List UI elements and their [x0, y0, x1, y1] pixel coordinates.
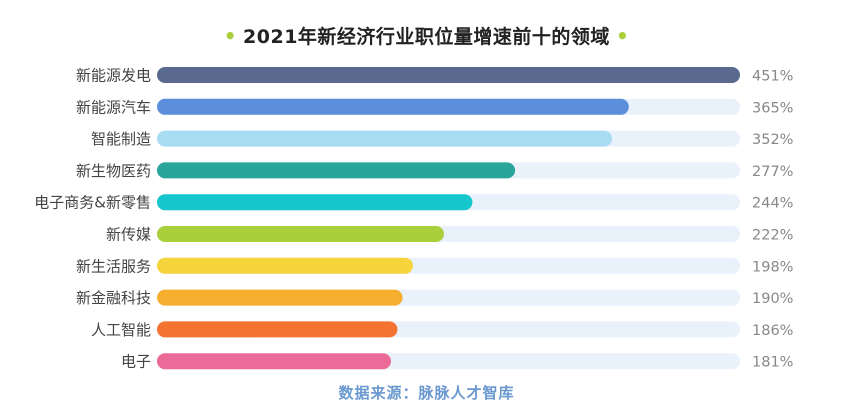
value-label: 352% [752, 132, 793, 148]
bar [157, 226, 444, 242]
bar [157, 257, 413, 274]
data-source: 数据来源：脉脉人才智库 [338, 384, 515, 402]
bar [157, 289, 403, 306]
title-dot-right: • [615, 24, 630, 48]
value-label: 181% [752, 355, 793, 371]
value-label: 277% [752, 164, 793, 180]
category-label: 电子 [121, 353, 151, 371]
category-label: 新能源发电 [76, 67, 151, 85]
bar [157, 353, 391, 370]
value-label: 198% [752, 259, 793, 275]
value-label: 451% [752, 69, 793, 85]
value-label: 244% [752, 196, 793, 212]
chart-title-wrap: • 2021年新经济行业职位量增速前十的领域 • [0, 22, 853, 49]
value-label: 365% [752, 100, 793, 116]
category-label: 新能源汽车 [76, 98, 151, 116]
bar [157, 162, 516, 179]
category-label: 新生物医药 [76, 162, 151, 180]
category-label: 新传媒 [106, 226, 151, 244]
bar [157, 321, 398, 338]
value-label: 186% [752, 323, 793, 339]
category-label: 智能制造 [91, 130, 151, 148]
category-label: 新生活服务 [76, 257, 151, 275]
value-label: 222% [752, 228, 793, 244]
bar [157, 67, 740, 83]
chart-title: 2021年新经济行业职位量增速前十的领域 [243, 26, 610, 48]
value-label: 190% [752, 291, 793, 307]
bar [157, 194, 473, 211]
bar [157, 130, 613, 147]
title-dot-left: • [223, 24, 238, 48]
bar [157, 98, 629, 115]
category-label: 人工智能 [91, 321, 151, 339]
category-label: 电子商务&新零售 [34, 194, 151, 212]
category-label: 新金融科技 [76, 289, 151, 307]
